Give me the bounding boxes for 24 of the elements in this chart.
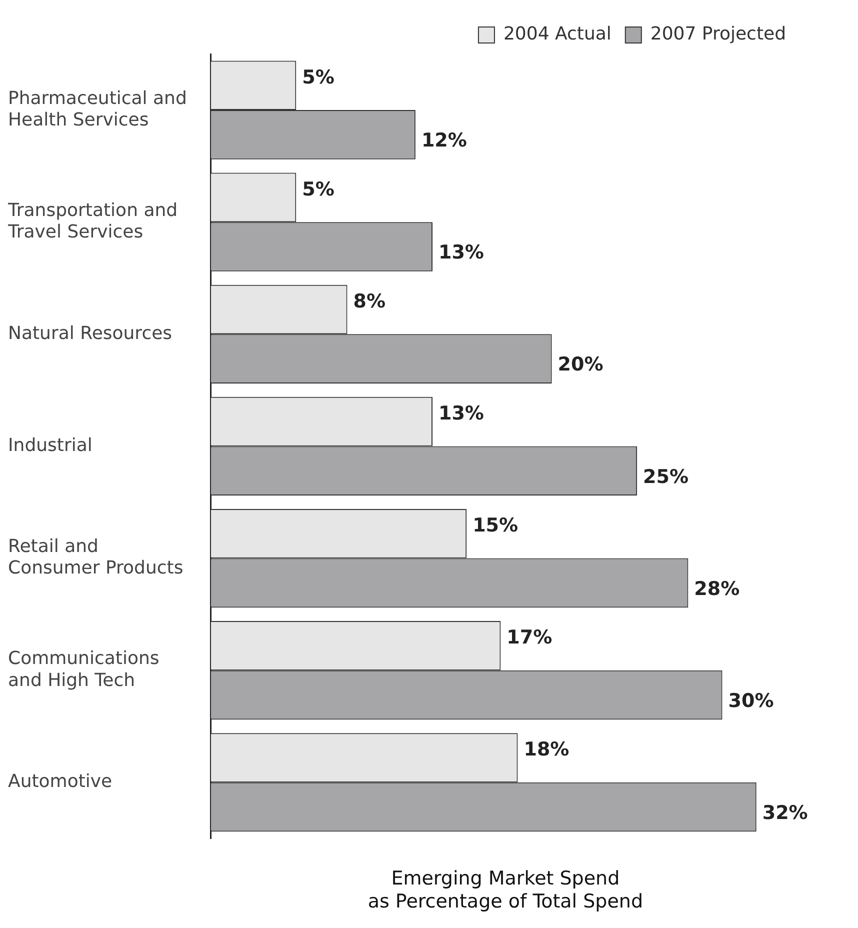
legend-label: 2007 Projected xyxy=(650,24,786,45)
data-label: 17% xyxy=(506,626,552,649)
y-tick-label: Pharmaceutical and Health Services xyxy=(8,88,187,130)
y-tick-label: Natural Resources xyxy=(8,322,172,344)
y-tick-label: Communications and High Tech xyxy=(8,648,160,691)
data-label: 20% xyxy=(558,354,604,376)
data-label: 32% xyxy=(762,802,808,824)
data-label: 5% xyxy=(302,66,334,88)
data-label: 13% xyxy=(438,242,484,264)
y-tick-label: Retail and Consumer Products xyxy=(8,536,184,579)
data-label: 18% xyxy=(524,738,570,761)
data-label: 15% xyxy=(472,514,518,537)
x-axis-title: Emerging Market Spend as Percentage of Total Spend xyxy=(368,868,644,913)
y-tick-label: Automotive xyxy=(8,771,112,792)
legend-label: 2004 Actual xyxy=(503,24,612,45)
data-label: 5% xyxy=(302,178,334,200)
data-label: 13% xyxy=(438,402,484,424)
data-label: 30% xyxy=(728,690,774,712)
data-label: 12% xyxy=(421,130,467,152)
data-label: 28% xyxy=(694,578,740,600)
y-tick-label: Industrial xyxy=(8,434,92,456)
data-label: 25% xyxy=(643,466,689,488)
y-tick-label: Transportation and Travel Services xyxy=(7,200,178,243)
data-label: 8% xyxy=(353,290,386,312)
